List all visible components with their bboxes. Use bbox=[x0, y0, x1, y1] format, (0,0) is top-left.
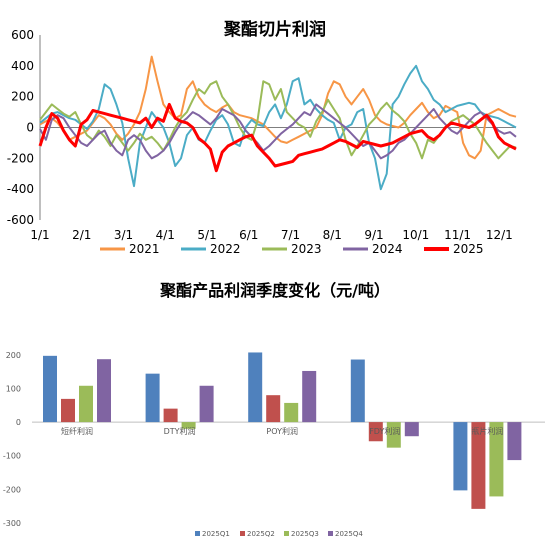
bar-2025Q2 bbox=[368, 422, 383, 442]
category-label: POY利润 bbox=[266, 426, 298, 436]
y-tick-label: -200 bbox=[7, 151, 34, 165]
bar-2025Q4 bbox=[404, 422, 419, 437]
y-tick-label: -300 bbox=[3, 519, 21, 528]
y-tick-label: -600 bbox=[7, 213, 34, 227]
x-tick-label: 12/1 bbox=[486, 228, 513, 242]
x-tick-label: 6/1 bbox=[239, 228, 258, 242]
bar-2025Q3 bbox=[181, 422, 196, 429]
legend-label: 2023 bbox=[291, 242, 322, 256]
y-tick-label: -400 bbox=[7, 182, 34, 196]
x-tick-label: 7/1 bbox=[281, 228, 300, 242]
y-tick-label: 600 bbox=[11, 28, 34, 42]
y-tick-label: 0 bbox=[26, 121, 34, 135]
category-label: DTY利润 bbox=[164, 426, 196, 436]
bar-2025Q1 bbox=[350, 359, 365, 423]
legend-label: 2022 bbox=[210, 242, 241, 256]
bar-chart-quarterly-profit: 聚酯产品利润季度变化（元/吨） 200 100 0 -100 -200 -300 短纤利润… bbox=[3, 281, 545, 538]
category-label: 短纤利润 bbox=[61, 426, 93, 436]
bar-2025Q3 bbox=[489, 422, 504, 497]
legend-label: 2025Q3 bbox=[291, 530, 319, 538]
bar-2025Q1 bbox=[43, 355, 57, 423]
x-tick-label: 5/1 bbox=[197, 228, 216, 242]
bar-2025Q1 bbox=[145, 373, 160, 423]
series-line-2025 bbox=[38, 102, 517, 173]
legend-swatch-2025Q3 bbox=[284, 531, 289, 536]
y-tick-label: 400 bbox=[11, 59, 34, 73]
bar-2025Q2 bbox=[163, 408, 178, 423]
series-line-2024 bbox=[39, 103, 517, 160]
series-line-2022 bbox=[39, 64, 517, 191]
bar-2025Q3 bbox=[386, 422, 401, 448]
bar-2025Q4 bbox=[97, 359, 111, 423]
y-tick-label: -100 bbox=[3, 452, 21, 461]
x-tick-label: 8/1 bbox=[323, 228, 342, 242]
legend-label: 2025Q4 bbox=[335, 530, 363, 538]
bar-2025Q3 bbox=[284, 402, 299, 423]
y-tick-label: 200 bbox=[6, 351, 21, 360]
line-chart-chip-profit: 聚酯切片利润 600 400 200 0 -200 -400 -600 1/1 2/1 3/1 4… bbox=[7, 19, 517, 256]
legend-swatch-2025Q2 bbox=[240, 531, 245, 536]
legend-label: 2025Q1 bbox=[202, 530, 230, 538]
legend-label: 2021 bbox=[129, 242, 160, 256]
bar-2025Q4 bbox=[199, 385, 214, 423]
category-label: FDY利润 bbox=[369, 426, 400, 436]
x-tick-label: 1/1 bbox=[30, 228, 49, 242]
bar-2025Q2 bbox=[471, 422, 486, 509]
legend-swatch-2025Q4 bbox=[328, 531, 333, 536]
x-tick-label: 3/1 bbox=[114, 228, 133, 242]
series-line-2021 bbox=[39, 55, 517, 160]
y-tick-label: 100 bbox=[6, 384, 21, 393]
y-tick-label: 200 bbox=[11, 90, 34, 104]
legend-swatch-2025Q1 bbox=[195, 531, 200, 536]
bar-2025Q4 bbox=[507, 422, 522, 461]
x-tick-label: 4/1 bbox=[156, 228, 175, 242]
bar-2025Q1 bbox=[248, 352, 263, 423]
y-tick-label: 0 bbox=[16, 418, 21, 427]
bar-2025Q2 bbox=[266, 395, 281, 423]
x-tick-label: 9/1 bbox=[364, 228, 383, 242]
legend-label: 2025Q2 bbox=[247, 530, 275, 538]
legend-label: 2024 bbox=[372, 242, 403, 256]
category-label: 瓶片利润 bbox=[471, 426, 503, 436]
bar-2025Q2 bbox=[61, 398, 75, 423]
x-tick-label: 11/1 bbox=[444, 228, 471, 242]
bar-2025Q4 bbox=[302, 370, 317, 423]
bar-2025Q1 bbox=[453, 422, 468, 491]
legend-label: 2025 bbox=[453, 242, 484, 256]
bar-2025Q3 bbox=[79, 385, 93, 423]
x-tick-label: 10/1 bbox=[402, 228, 429, 242]
chart-title: 聚酯产品利润季度变化（元/吨） bbox=[159, 281, 390, 300]
x-tick-label: 2/1 bbox=[72, 228, 91, 242]
chart-title: 聚酯切片利润 bbox=[223, 19, 326, 40]
y-tick-label: -200 bbox=[3, 485, 21, 494]
